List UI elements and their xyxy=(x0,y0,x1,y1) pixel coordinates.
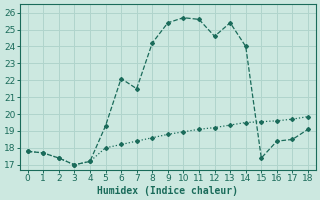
X-axis label: Humidex (Indice chaleur): Humidex (Indice chaleur) xyxy=(97,186,238,196)
